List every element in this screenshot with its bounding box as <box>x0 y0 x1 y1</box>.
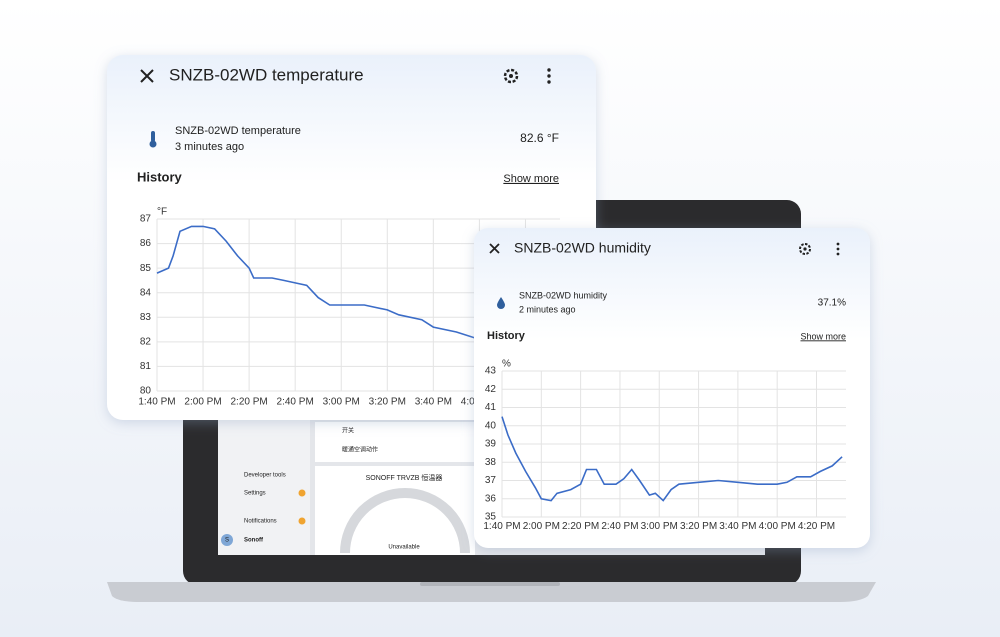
more-button[interactable] <box>836 242 840 256</box>
entity-panel <box>315 422 475 462</box>
sidebar <box>218 420 310 555</box>
humidity-icon <box>497 297 505 309</box>
data-line <box>156 225 492 343</box>
y-tick-label: 36 <box>485 493 497 504</box>
y-tick-label: 41 <box>485 402 497 413</box>
section-title: History <box>487 330 526 342</box>
thermometer-bulb <box>149 140 157 148</box>
row-label: 暖通空调动作 <box>342 446 378 454</box>
x-tick-label: 1:40 PM <box>483 521 520 532</box>
x-tick-label: 2:00 PM <box>523 521 560 532</box>
close-button[interactable] <box>140 69 154 83</box>
row-label: 开关 <box>342 427 354 435</box>
y-tick-label: 83 <box>140 312 152 323</box>
y-tick-label: 81 <box>140 361 152 372</box>
humidity-card: SNZB-02WD humidity SNZB-02WD humidity 2 … <box>474 228 870 548</box>
y-tick-label: 87 <box>140 214 152 225</box>
entity-name: SNZB-02WD humidity <box>519 290 608 300</box>
card <box>107 55 596 420</box>
badge <box>298 517 306 525</box>
close-button[interactable] <box>489 243 500 254</box>
y-tick-label: 38 <box>485 457 497 468</box>
x-tick-label: 4:00 PM <box>759 521 796 532</box>
last-updated: 2 minutes ago <box>519 304 576 314</box>
last-updated: 3 minutes ago <box>175 141 244 153</box>
x-tick-label: 3:20 PM <box>369 397 406 408</box>
thermostat-status: Unavailable <box>388 545 420 551</box>
y-axis-label: % <box>502 359 511 370</box>
x-tick-label: 2:20 PM <box>230 397 267 408</box>
menu-item[interactable]: Settings <box>244 491 266 497</box>
y-tick-label: 85 <box>140 263 152 274</box>
y-tick-label: 43 <box>485 366 497 377</box>
card-title: SNZB-02WD humidity <box>514 240 651 256</box>
menu-item[interactable]: Developer tools <box>244 473 286 479</box>
y-tick-label: 86 <box>140 238 152 249</box>
settings-button[interactable] <box>503 68 519 84</box>
settings-button[interactable] <box>799 243 811 255</box>
section-title: History <box>137 169 183 184</box>
x-tick-label: 2:00 PM <box>184 397 221 408</box>
x-tick-label: 2:40 PM <box>277 397 314 408</box>
entity-state: 82.6 °F <box>520 131 559 145</box>
badge <box>298 489 306 497</box>
x-tick-label: 4:20 PM <box>798 521 835 532</box>
avatar <box>221 534 233 546</box>
entity-name: SNZB-02WD temperature <box>175 125 301 137</box>
menu-item[interactable]: Sonoff <box>244 538 264 544</box>
thermostat-title: SONOFF TRVZB 恒温器 <box>366 473 443 482</box>
more-button[interactable] <box>547 68 551 84</box>
y-tick-label: 37 <box>485 475 497 486</box>
x-tick-label: 2:20 PM <box>562 521 599 532</box>
show-more-link[interactable]: Show more <box>503 173 559 185</box>
menu-item[interactable]: Notifications <box>244 519 277 525</box>
humidity-chart: 35 36 37 38 39 40 41 42 43 1:40 PM 2:00 PM 2:20 PM 2… <box>483 359 846 532</box>
show-more-link[interactable]: Show more <box>800 331 846 341</box>
y-tick-label: 39 <box>485 439 497 450</box>
entity-state: 37.1% <box>818 298 846 309</box>
card <box>474 228 870 548</box>
card-title: SNZB-02WD temperature <box>169 65 364 84</box>
y-tick-label: 42 <box>485 384 497 395</box>
thermometer-icon <box>151 131 155 142</box>
laptop-notch <box>420 582 560 586</box>
settings-icon <box>803 247 807 251</box>
data-line <box>501 416 843 502</box>
x-tick-label: 3:40 PM <box>719 521 756 532</box>
y-tick-label: 40 <box>485 420 497 431</box>
y-tick-label: 84 <box>140 287 152 298</box>
avatar-letter: S <box>225 538 229 544</box>
x-tick-label: 3:00 PM <box>641 521 678 532</box>
laptop-base <box>107 582 876 602</box>
dial <box>340 488 470 554</box>
y-tick-label: 80 <box>140 386 152 397</box>
y-tick-label: 82 <box>140 336 152 347</box>
settings-icon <box>509 74 513 78</box>
x-tick-label: 3:40 PM <box>415 397 452 408</box>
x-tick-label: 1:40 PM <box>138 397 175 408</box>
x-tick-label: 3:20 PM <box>680 521 717 532</box>
y-tick-label: 35 <box>485 512 497 523</box>
y-axis-label: °F <box>157 207 167 218</box>
temperature-card: SNZB-02WD temperature SNZB-02WD temperat… <box>107 55 596 420</box>
x-tick-label: 2:40 PM <box>601 521 638 532</box>
x-tick-label: 3:00 PM <box>323 397 360 408</box>
